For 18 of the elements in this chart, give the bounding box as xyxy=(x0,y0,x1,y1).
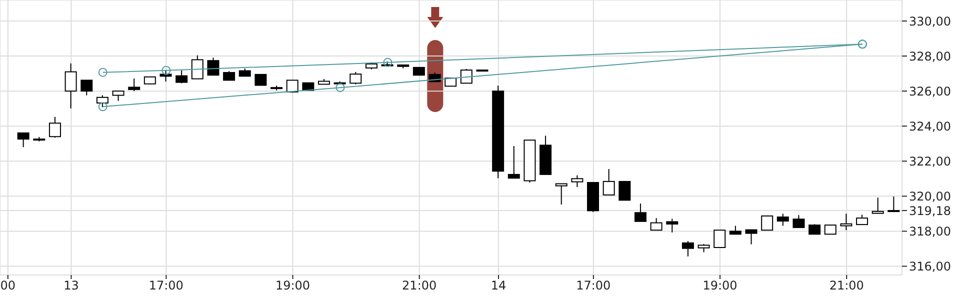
x-tick-label: 19:00 xyxy=(275,278,310,293)
y-tick-label: 318,00 xyxy=(909,224,951,238)
x-tick-label: 13 xyxy=(64,278,79,293)
y-tick-label: 319,18 xyxy=(909,204,951,218)
y-tick-label: 324,00 xyxy=(909,119,951,134)
x-tick-label: 14 xyxy=(490,278,506,293)
y-tick-label: 328,00 xyxy=(909,49,951,64)
y-tick-label: 326,00 xyxy=(909,84,951,98)
x-tick-label: 17:00 xyxy=(148,278,184,293)
y-tick-label: 322,00 xyxy=(909,154,951,168)
x-tick-label: 17:00 xyxy=(576,278,611,293)
y-tick-label: 330,00 xyxy=(909,14,951,28)
x-tick-label: 21:00 xyxy=(829,278,864,293)
y-tick-label: 320,00 xyxy=(909,189,951,204)
x-tick-label: 19:00 xyxy=(702,278,738,293)
x-tick-label: 00 xyxy=(0,278,16,293)
x-tick-label: 21:00 xyxy=(402,278,437,293)
y-tick-label: 316,00 xyxy=(909,260,951,274)
